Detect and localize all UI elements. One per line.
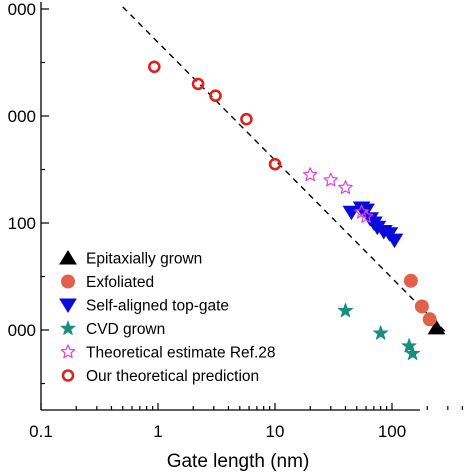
data-point <box>323 172 339 187</box>
data-point <box>209 89 222 102</box>
x-tick-label: 1 <box>153 422 162 441</box>
legend-item: Theoretical estimate Ref.28 <box>60 344 276 362</box>
x-axis-title: Gate length (nm) <box>167 451 310 472</box>
legend: Epitaxially grown Exfoliated Self-aligned … <box>59 250 276 385</box>
data-point <box>302 167 318 182</box>
data-point <box>373 325 389 340</box>
x-ticks: 0.1 1 10 100 <box>29 403 464 441</box>
legend-item: CVD grown <box>60 320 165 338</box>
data-point <box>240 112 253 126</box>
legend-item: Our theoretical prediction <box>61 368 259 385</box>
legend-marker <box>61 274 75 289</box>
series-exfoliated <box>403 273 437 327</box>
data-point <box>403 273 418 288</box>
y-tick-label: 000 <box>8 107 36 126</box>
series-theoretical-estimate-ref-28 <box>302 167 374 223</box>
y-ticks: 000 100 000 000 <box>8 0 49 385</box>
legend-label: Our theoretical prediction <box>86 368 259 385</box>
data-point <box>405 345 421 361</box>
legend-label: Self-aligned top-gate <box>86 298 229 315</box>
legend-marker <box>61 369 75 382</box>
legend-item: Exfoliated <box>61 274 154 291</box>
data-point <box>414 299 429 314</box>
legend-marker <box>59 250 77 265</box>
data-point <box>422 312 437 327</box>
y-tick-label: 000 <box>8 321 36 340</box>
data-point <box>191 77 205 91</box>
legend-marker <box>60 344 76 359</box>
data-point <box>401 338 417 353</box>
x-tick-label: 0.1 <box>29 422 53 441</box>
data-marks <box>148 60 446 361</box>
data-point <box>337 302 353 318</box>
data-point <box>268 157 282 171</box>
data-point <box>358 208 374 223</box>
x-tick-label: 10 <box>266 422 285 441</box>
data-point <box>338 180 353 194</box>
series-epitaxially-grown <box>427 319 446 335</box>
y-tick-label: 000 <box>8 0 36 19</box>
series-self-aligned-top-gate <box>342 201 404 249</box>
legend-label: Exfoliated <box>86 274 154 291</box>
legend-label: Epitaxially grown <box>86 251 202 268</box>
series-cvd-grown <box>337 302 421 361</box>
data-point <box>148 60 161 74</box>
legend-item: Self-aligned top-gate <box>59 298 229 315</box>
data-point <box>427 319 446 335</box>
trend-line <box>122 6 449 335</box>
x-tick-label: 100 <box>378 422 406 441</box>
y-tick-label: 100 <box>8 214 36 233</box>
legend-marker <box>60 320 76 335</box>
legend-marker <box>59 298 77 313</box>
data-point <box>385 233 404 249</box>
legend-label: Theoretical estimate Ref.28 <box>86 345 276 362</box>
legend-label: CVD grown <box>86 321 165 338</box>
legend-item: Epitaxially grown <box>59 250 202 268</box>
series-our-theoretical-prediction <box>148 60 282 171</box>
